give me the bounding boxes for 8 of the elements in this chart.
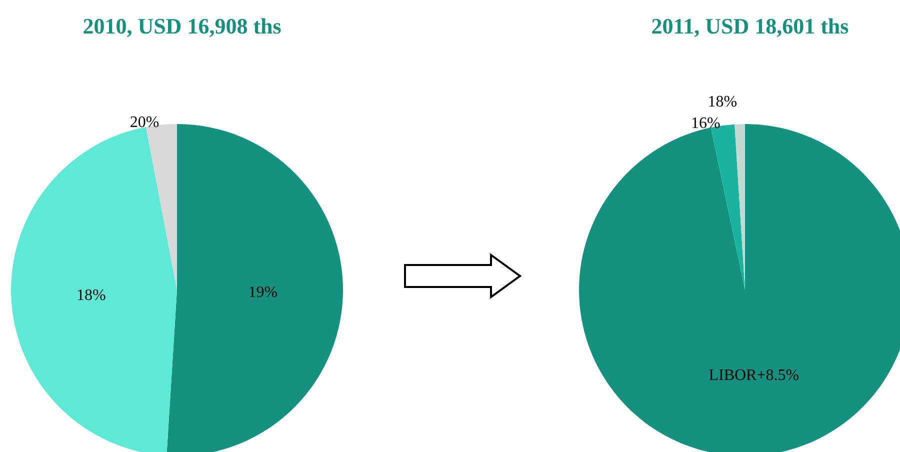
slice-label: LIBOR+8.5% <box>708 367 800 384</box>
chart-title: 2011, USD 18,601 ths <box>651 14 850 38</box>
slice-label: 18% <box>708 94 738 111</box>
slice-label: 18% <box>76 286 106 304</box>
slice-label: 19% <box>248 284 278 302</box>
slice-label: 16% <box>691 115 720 132</box>
slice-label: 20% <box>130 114 160 132</box>
chart-title: 2010, USD 16,908 ths <box>82 14 282 38</box>
